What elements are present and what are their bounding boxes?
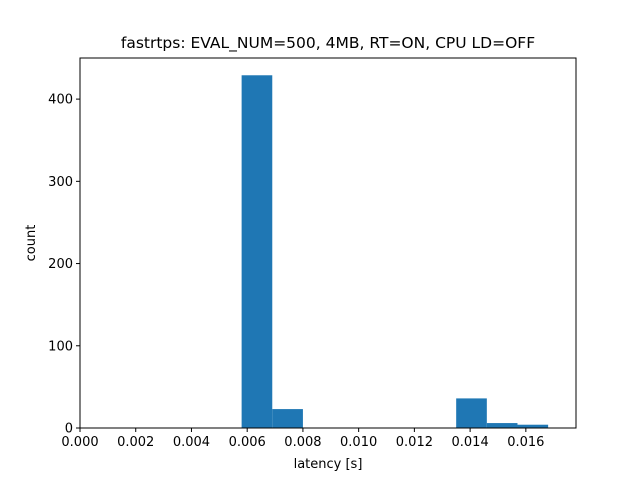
x-tick-label: 0.008	[284, 435, 321, 450]
x-tick-label: 0.014	[452, 435, 489, 450]
x-tick-label: 0.016	[507, 435, 544, 450]
chart-title: fastrtps: EVAL_NUM=500, 4MB, RT=ON, CPU …	[121, 34, 535, 53]
y-tick-label: 100	[48, 339, 73, 354]
bars-group	[241, 75, 549, 429]
y-tick-label: 200	[48, 257, 73, 272]
x-tick-label: 0.004	[173, 435, 210, 450]
histogram-bar-9	[517, 424, 549, 428]
y-axis-ticks: 0 100 200 300 400	[48, 93, 80, 437]
histogram-bar-8	[486, 423, 518, 428]
x-tick-label: 0.000	[61, 435, 98, 450]
x-tick-label: 0.012	[396, 435, 433, 450]
histogram-bar-0	[241, 75, 273, 429]
y-axis-label: count	[24, 225, 39, 262]
x-axis-label: latency [s]	[294, 457, 363, 472]
histogram-bar-1	[272, 409, 303, 428]
plot-frame	[79, 57, 577, 429]
x-tick-label: 0.002	[117, 435, 154, 450]
x-axis-ticks: 0.000 0.002 0.004 0.006 0.008 0.010 0.012 0.014…	[61, 428, 544, 450]
y-tick-label: 300	[48, 175, 73, 190]
y-tick-label: 400	[48, 93, 73, 108]
y-tick-label: 0	[65, 422, 73, 437]
histogram-bar-7	[456, 398, 487, 428]
x-tick-label: 0.010	[340, 435, 377, 450]
x-tick-label: 0.006	[229, 435, 266, 450]
